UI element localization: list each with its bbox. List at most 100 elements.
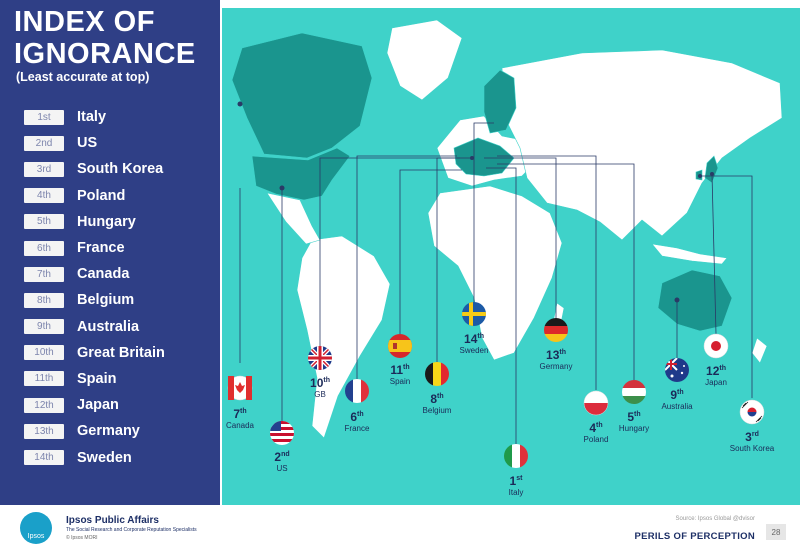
footer: Ipsos Ipsos Public Affairs The Social Re…	[0, 505, 800, 550]
hungary-flag-icon	[622, 380, 646, 404]
logo-text: Ipsos	[27, 533, 45, 540]
rank-country: Sweden	[77, 449, 132, 466]
marker-europe	[470, 156, 474, 160]
label-south-korea: 3rd South Korea	[729, 430, 775, 454]
ranking-item: 2nd US	[24, 130, 165, 156]
label-gb: 10th GB	[310, 376, 330, 400]
leader-japan	[711, 173, 717, 335]
rank-badge: 6th	[24, 240, 64, 256]
marker-australia	[674, 297, 680, 303]
marker-south-korea	[698, 174, 702, 178]
poland-flag-icon	[583, 390, 609, 416]
company-name: Ipsos Public Affairs	[66, 515, 159, 526]
rank-country: Hungary	[77, 213, 136, 230]
label-australia: 9th Australia	[661, 388, 693, 412]
rank-country: Japan	[77, 397, 119, 414]
rank-badge: 8th	[24, 292, 64, 308]
rank-country: Great Britain	[77, 344, 165, 361]
ipsos-logo: Ipsos	[20, 512, 52, 544]
leader-france	[356, 155, 457, 380]
rank-country: Spain	[77, 370, 117, 387]
world-map: 7th Canada 2nd US 10th GB 6th France 11t…	[222, 8, 800, 505]
label-japan: 12th Japan	[705, 364, 727, 388]
canada-shape	[231, 32, 373, 159]
central-america-shape	[266, 192, 321, 245]
ranking-item: 11th Spain	[24, 366, 165, 392]
leader-italy	[486, 167, 517, 444]
marker-canada	[237, 101, 243, 107]
ranking-list: 1st Italy 2nd US 3rd South Korea 4th Poland …	[24, 104, 165, 471]
rank-country: Germany	[77, 423, 140, 440]
leader-hungary	[497, 163, 635, 382]
label-italy: 1st Italy	[508, 474, 524, 498]
italy-flag-icon	[504, 444, 528, 468]
map-highlights	[231, 32, 733, 332]
australia-shape	[657, 269, 733, 332]
copyright: © Ipsos MORI	[66, 535, 98, 541]
leader-spain	[399, 169, 462, 334]
rank-country: France	[77, 240, 125, 257]
label-us: 2nd US	[274, 450, 290, 474]
france-flag-icon	[345, 379, 369, 403]
rank-country: Poland	[77, 187, 126, 204]
rank-country: Belgium	[77, 292, 135, 309]
ranking-item: 12th Japan	[24, 392, 165, 418]
leader-sweden	[473, 122, 494, 306]
germany-flag-icon	[544, 318, 568, 342]
scandinavia-shape	[483, 69, 517, 134]
us-flag-icon	[270, 421, 294, 445]
label-hungary: 5th Hungary	[618, 410, 650, 434]
source-note: Source: Ipsos Global @dvisor	[675, 516, 755, 522]
ranking-item: 9th Australia	[24, 314, 165, 340]
japan-flag-icon	[703, 333, 729, 359]
page-number: 28	[766, 524, 786, 540]
us-shape	[251, 147, 351, 201]
rank-badge: 1st	[24, 109, 64, 125]
europe-highlight-shape	[453, 137, 515, 177]
new-zealand-shape	[751, 337, 768, 364]
page-subtitle: (Least accurate at top)	[16, 70, 150, 84]
south-korea-flag-icon	[739, 399, 765, 425]
spain-flag-icon	[388, 334, 412, 358]
asia-shape	[501, 49, 783, 241]
title-line-1: INDEX OF	[14, 6, 155, 38]
ranking-item: 1st Italy	[24, 104, 165, 130]
marker-japan	[710, 172, 714, 176]
label-spain: 11th Spain	[389, 363, 411, 387]
world-map-svg	[227, 19, 783, 468]
rank-country: Canada	[77, 266, 130, 283]
rank-country: South Korea	[77, 161, 164, 178]
leader-belgium	[436, 157, 470, 362]
company-tagline: The Social Research and Corporate Reputa…	[66, 527, 197, 533]
ranking-item: 6th France	[24, 235, 165, 261]
ranking-item: 13th Germany	[24, 418, 165, 444]
greenland-shape	[386, 19, 463, 101]
sweden-flag-icon	[462, 302, 486, 326]
rank-badge: 10th	[24, 345, 64, 361]
uk-flag-icon	[308, 346, 332, 370]
ranking-item: 5th Hungary	[24, 209, 165, 235]
section-title: PERILS OF PERCEPTION	[634, 531, 755, 542]
rank-badge: 7th	[24, 266, 64, 282]
rank-badge: 13th	[24, 423, 64, 439]
label-poland: 4th Poland	[583, 421, 609, 445]
rank-badge: 11th	[24, 371, 64, 387]
marker-us	[279, 185, 285, 191]
rank-badge: 4th	[24, 188, 64, 204]
africa-shape	[427, 185, 563, 361]
rank-country: US	[77, 135, 98, 152]
page-title: INDEX OF IGNORANCE	[14, 6, 196, 70]
ranking-item: 4th Poland	[24, 183, 165, 209]
leader-lines	[239, 122, 753, 444]
label-canada: 7th Canada	[225, 407, 255, 431]
rank-badge: 14th	[24, 450, 64, 466]
rank-badge: 9th	[24, 319, 64, 335]
ranking-item: 7th Canada	[24, 261, 165, 287]
label-belgium: 8th Belgium	[422, 392, 452, 416]
ranking-item: 3rd South Korea	[24, 156, 165, 182]
label-sweden: 14th Sweden	[459, 332, 489, 356]
indonesia-shape	[651, 243, 728, 265]
ranking-item: 14th Sweden	[24, 444, 165, 470]
rank-country: Italy	[77, 109, 107, 126]
ranking-item: 10th Great Britain	[24, 340, 165, 366]
